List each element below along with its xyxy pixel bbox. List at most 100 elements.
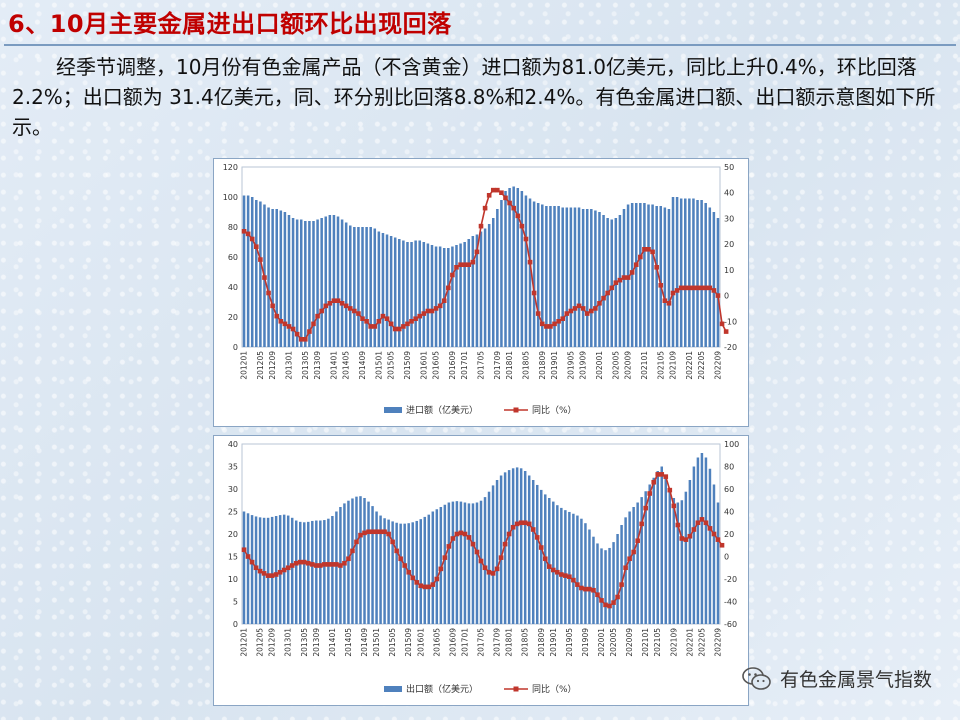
export-bar (535, 484, 539, 624)
import-yoy-point (666, 300, 672, 306)
import-yoy-point (654, 264, 659, 270)
export-bar (439, 507, 443, 624)
export-yoy-point (611, 600, 616, 605)
export-chart: 0 5 10 15 20 25 30 35 40 -60 -40 -20 0 20 40 60 80 100 201… (213, 435, 749, 706)
export-yoy-point (374, 529, 379, 535)
export-yoy-point (330, 562, 335, 567)
import-x-tick-label: 202109 (669, 351, 678, 380)
import-bar (340, 219, 344, 347)
export-x-tick-label: 201705 (477, 628, 486, 657)
export-bar (704, 457, 708, 624)
export-yoy-point (293, 560, 299, 566)
export-yoy-point (647, 491, 653, 496)
export-right-tick-label: 100 (724, 440, 739, 449)
import-bar (242, 195, 246, 347)
import-x-tick-label: 201205 (256, 351, 265, 380)
import-yoy-point (629, 270, 635, 275)
export-yoy-point (249, 559, 255, 565)
import-yoy-point (347, 306, 353, 311)
import-yoy-point (339, 300, 345, 306)
export-yoy-point (603, 602, 608, 608)
import-bar (365, 227, 368, 347)
import-x-tick-label: 201901 (550, 351, 559, 380)
export-x-tick-label: 201201 (240, 628, 249, 657)
export-yoy-point (715, 537, 721, 542)
export-yoy-point (470, 541, 476, 547)
import-left-tick-label: 120 (223, 163, 238, 172)
export-yoy-point (699, 517, 705, 522)
export-yoy-point (442, 555, 448, 560)
export-bar (712, 484, 716, 624)
export-bar (519, 468, 523, 624)
export-bar (383, 518, 386, 624)
import-yoy-point (372, 324, 378, 329)
export-yoy-point (615, 594, 620, 600)
import-bar (361, 227, 364, 347)
export-yoy-point (619, 582, 624, 587)
export-yoy-point (309, 562, 315, 567)
export-bar (531, 480, 535, 624)
import-yoy-point (388, 321, 394, 327)
export-bar (523, 471, 527, 624)
export-yoy-point (659, 472, 665, 477)
import-yoy-point (613, 280, 619, 286)
export-bar (403, 523, 406, 624)
import-yoy-point (544, 324, 549, 329)
import-bar (602, 215, 605, 347)
export-yoy-point (667, 487, 673, 493)
import-yoy-point (425, 308, 431, 314)
import-bar (700, 200, 703, 347)
import-bar (451, 246, 454, 347)
export-yoy-point (639, 521, 644, 527)
export-yoy-point (261, 571, 267, 576)
import-bar (512, 186, 515, 347)
export-bar (632, 507, 635, 624)
export-yoy-point (418, 583, 424, 589)
export-bar (644, 491, 647, 624)
import-bar (373, 228, 377, 347)
import-yoy-point (703, 285, 708, 291)
import-yoy-point (490, 187, 496, 193)
export-bar (359, 496, 362, 624)
import-chart-svg: 0 20 40 60 80 100 120 -20 -10 0 10 20 30 40 50 201201 20… (223, 163, 737, 416)
import-x-tick-label: 201209 (268, 351, 277, 380)
import-x-tick-label: 201909 (579, 351, 588, 380)
export-yoy-point (687, 533, 693, 539)
import-yoy-point (421, 311, 427, 316)
import-yoy-point (466, 262, 472, 268)
import-yoy-point (327, 300, 333, 306)
import-x-tick-label: 201505 (387, 351, 396, 380)
import-bar (684, 198, 687, 347)
import-yoy-point (343, 303, 349, 309)
export-yoy-point (305, 560, 311, 566)
import-yoy-point (298, 336, 304, 342)
import-bar (369, 227, 372, 347)
import-yoy-point (621, 275, 627, 280)
export-yoy-point (583, 586, 588, 592)
import-bar (496, 209, 499, 347)
import-x-tick-label: 201305 (301, 351, 310, 380)
import-yoy-point (290, 326, 296, 332)
export-yoy-point (542, 556, 548, 562)
export-yoy-point (454, 531, 460, 537)
account-watermark: 有色金属景气指数 (742, 665, 932, 692)
export-yoy-point (711, 531, 717, 537)
import-bar (663, 207, 667, 347)
export-yoy-point (683, 537, 689, 542)
export-bar (419, 519, 422, 624)
import-bar (438, 246, 442, 347)
import-right-tick-label: -10 (724, 317, 737, 326)
export-x-tick-label: 201401 (328, 628, 337, 657)
export-bar (459, 501, 463, 624)
import-right-tick-label: 30 (724, 214, 734, 223)
import-yoy-point (580, 306, 586, 311)
import-yoy-point (282, 321, 288, 327)
export-left-tick-label: 20 (228, 530, 238, 539)
export-yoy-point (546, 564, 552, 569)
export-chart-svg: 0 5 10 15 20 25 30 35 40 -60 -40 -20 0 20 40 60 80 100 201… (228, 440, 739, 695)
import-right-tick-label: -20 (724, 343, 737, 352)
export-x-tick-label: 201809 (537, 628, 546, 657)
export-yoy-point (651, 479, 657, 485)
export-x-tick-label: 201209 (268, 628, 277, 657)
export-yoy-point (510, 524, 516, 530)
